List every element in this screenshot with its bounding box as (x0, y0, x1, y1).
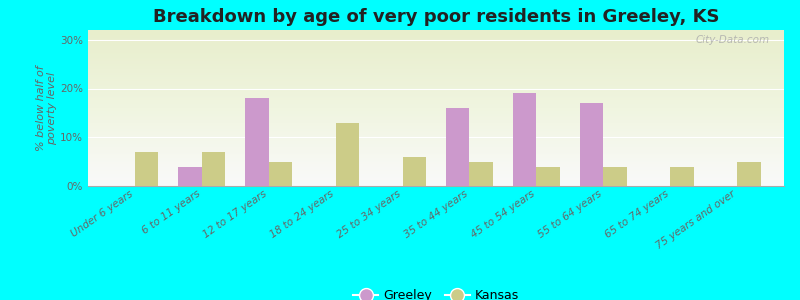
Bar (269, 162, 292, 186)
Bar (246, 98, 269, 186)
Bar (737, 162, 761, 186)
Bar (402, 157, 426, 186)
Bar (580, 103, 603, 186)
Bar (178, 167, 202, 186)
Y-axis label: % below half of
poverty level: % below half of poverty level (36, 65, 58, 151)
Text: City-Data.com: City-Data.com (696, 35, 770, 45)
Legend: Greeley, Kansas: Greeley, Kansas (354, 289, 518, 300)
Bar (670, 167, 694, 186)
Bar (536, 167, 560, 186)
Bar (135, 152, 158, 186)
Bar (336, 123, 359, 186)
Bar (513, 93, 536, 186)
Title: Breakdown by age of very poor residents in Greeley, KS: Breakdown by age of very poor residents … (153, 8, 719, 26)
Bar (470, 162, 493, 186)
Bar (202, 152, 225, 186)
Bar (446, 108, 470, 186)
Bar (603, 167, 626, 186)
